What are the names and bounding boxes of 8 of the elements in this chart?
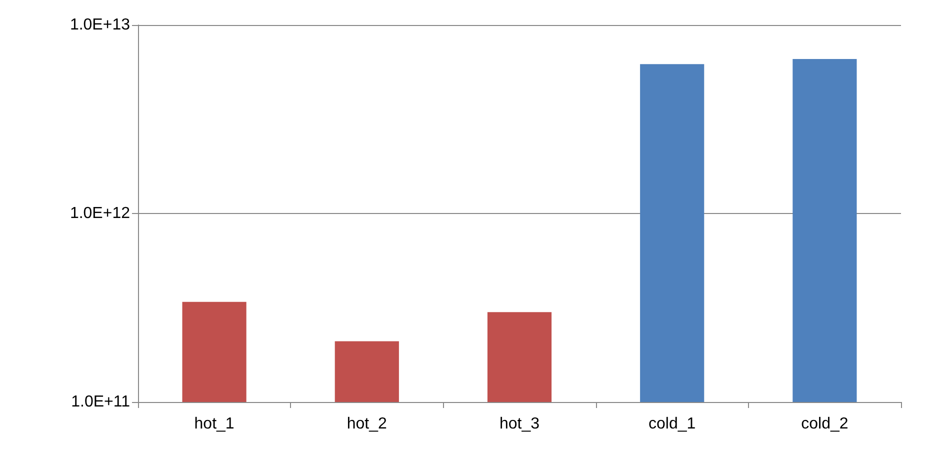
y-tick-label: 1.0E+11 — [71, 394, 130, 410]
x-tick-label: hot_1 — [194, 416, 234, 432]
x-tick-label: cold_1 — [648, 416, 696, 432]
x-tick-label: hot_3 — [499, 416, 540, 432]
x-tick-label: cold_2 — [801, 416, 848, 432]
y-tick-label: 1.0E+13 — [70, 16, 130, 34]
x-tick-label: hot_2 — [346, 416, 388, 432]
y-tick-label: 1.0E+12 — [70, 205, 130, 222]
